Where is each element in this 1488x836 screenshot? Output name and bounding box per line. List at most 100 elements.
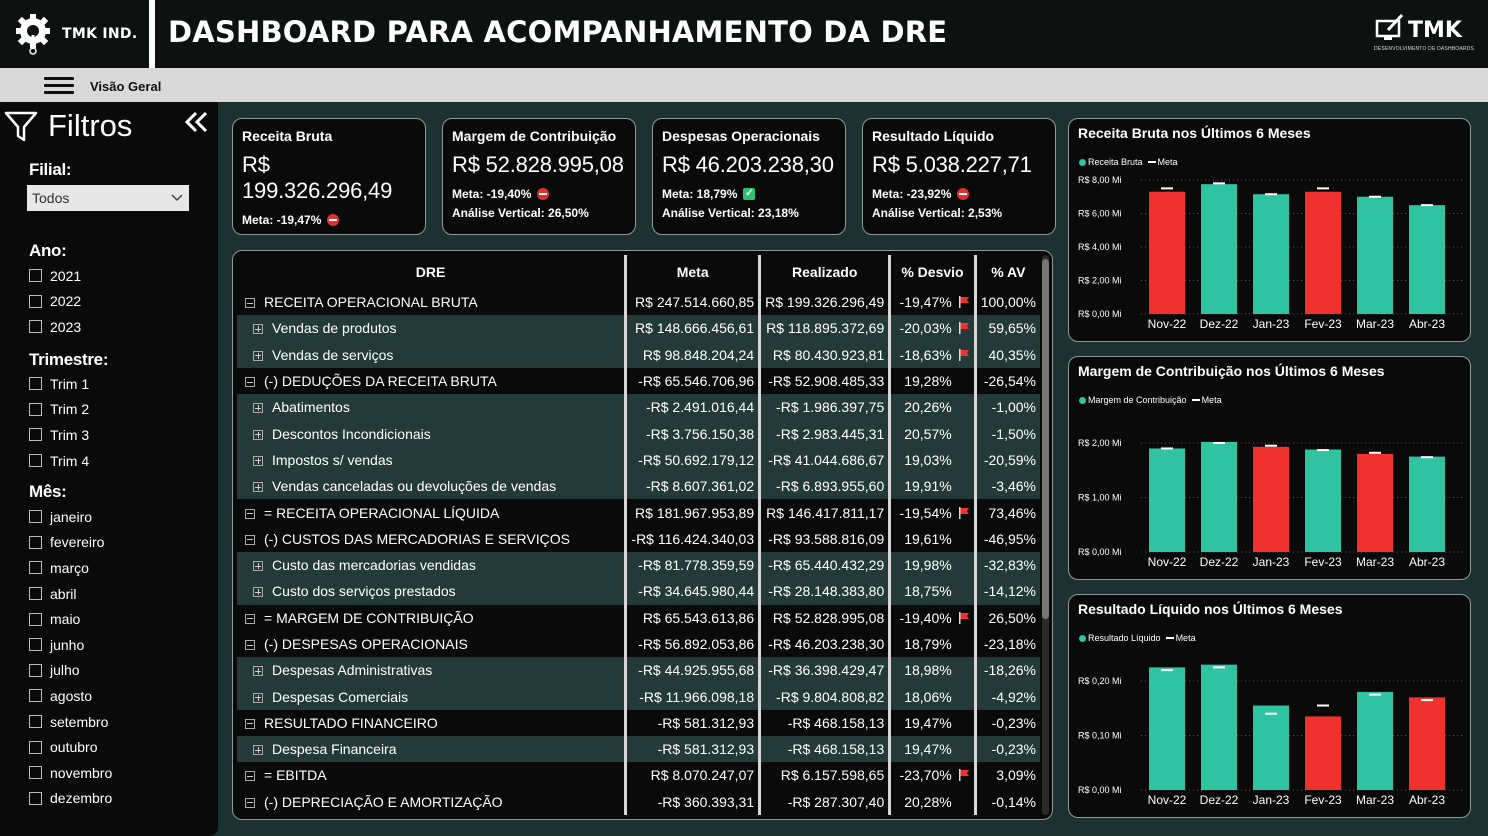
dre-line-cell[interactable]: Descontos Incondicionais [237, 420, 628, 447]
checkbox[interactable] [29, 587, 42, 601]
column-header-meta[interactable]: Meta [625, 255, 762, 289]
collapse-icon[interactable] [245, 718, 255, 729]
expand-icon[interactable] [253, 745, 263, 756]
dre-line-cell[interactable]: = MARGEM DE CONTRIBUIÇÃO [237, 604, 628, 631]
dre-line-cell[interactable]: Vendas canceladas ou devoluções de venda… [237, 473, 628, 500]
table-row[interactable]: RECEITA OPERACIONAL BRUTA R$ 247.514.660,… [237, 289, 1040, 316]
checkbox[interactable] [29, 561, 42, 575]
column-header-realizado[interactable]: Realizado [759, 255, 892, 289]
checkbox[interactable] [29, 689, 42, 703]
trimestre-option[interactable]: Trim 2 [29, 397, 89, 423]
filial-dropdown[interactable]: Todos [27, 185, 189, 211]
mes-option[interactable]: junho [29, 632, 112, 658]
checkbox[interactable] [29, 454, 42, 468]
menu-icon[interactable] [44, 77, 74, 95]
dre-line-cell[interactable]: RESULTADO FINANCEIRO [237, 709, 628, 737]
table-row[interactable]: Vendas de serviços R$ 98.848.204,24 R$ 80.… [237, 341, 1040, 368]
trimestre-option[interactable]: Trim 4 [29, 448, 89, 474]
collapse-icon[interactable] [245, 508, 255, 519]
table-row[interactable]: Custo dos serviços prestados -R$ 34.645.9… [237, 578, 1040, 605]
dre-line-cell[interactable]: RECEITA OPERACIONAL BRUTA [237, 289, 628, 316]
table-row[interactable]: Impostos s/ vendas -R$ 50.692.179,12 -R$ 4… [237, 446, 1040, 474]
table-row[interactable]: Despesas Administrativas -R$ 44.925.955,6… [237, 657, 1040, 684]
ano-option[interactable]: 2023 [29, 314, 81, 340]
table-row[interactable]: = EBITDA R$ 8.070.247,07 R$ 6.157.598,65 -2… [237, 762, 1040, 789]
expand-icon[interactable] [253, 561, 263, 572]
mes-option[interactable]: abril [29, 581, 112, 607]
trimestre-option[interactable]: Trim 3 [29, 422, 89, 448]
dre-line-cell[interactable]: (-) DEDUÇÕES DA RECEITA BRUTA [237, 367, 628, 395]
dre-line-cell[interactable]: Custo das mercadorias vendidas [237, 551, 628, 579]
checkbox[interactable] [29, 269, 42, 283]
mes-option[interactable]: março [29, 555, 112, 581]
dre-line-cell[interactable]: Vendas de serviços [237, 341, 628, 368]
checkbox[interactable] [29, 294, 42, 308]
table-row[interactable]: Vendas de produtos R$ 148.666.456,61 R$ 11… [237, 315, 1040, 342]
checkbox[interactable] [29, 766, 42, 780]
table-row[interactable]: (-) CUSTOS DAS MERCADORIAS E SERVIÇOS -R$… [237, 525, 1040, 552]
table-row[interactable]: Despesa Financeira -R$ 581.312,93 -R$ 468.… [237, 736, 1040, 763]
checkbox[interactable] [29, 377, 42, 391]
table-row[interactable]: = MARGEM DE CONTRIBUIÇÃO R$ 65.543.613,86… [237, 604, 1040, 631]
ano-option[interactable]: 2021 [29, 263, 81, 289]
checkbox[interactable] [29, 663, 42, 677]
expand-icon[interactable] [253, 429, 263, 440]
dre-line-cell[interactable]: Abatimentos [237, 394, 628, 421]
dre-line-cell[interactable]: (-) CUSTOS DAS MERCADORIAS E SERVIÇOS [237, 525, 628, 552]
mes-option[interactable]: maio [29, 606, 112, 632]
dre-line-cell[interactable]: Vendas de produtos [237, 315, 628, 342]
checkbox[interactable] [29, 320, 42, 334]
table-row[interactable]: (-) DEPRECIAÇÃO E AMORTIZAÇÃO -R$ 360.393… [237, 788, 1040, 815]
column-header-dre[interactable]: DRE [237, 255, 628, 289]
checkbox[interactable] [29, 535, 42, 549]
mes-option[interactable]: outubro [29, 734, 112, 760]
expand-icon[interactable] [253, 482, 263, 493]
expand-icon[interactable] [253, 692, 263, 703]
dre-line-cell[interactable]: (-) DESPESAS OPERACIONAIS [237, 630, 628, 658]
checkbox[interactable] [29, 428, 42, 442]
dre-line-cell[interactable]: Custo dos serviços prestados [237, 578, 628, 605]
dre-line-cell[interactable]: Despesas Comerciais [237, 683, 628, 710]
table-row[interactable]: Descontos Incondicionais -R$ 3.756.150,38… [237, 420, 1040, 447]
dre-line-cell[interactable]: = RECEITA OPERACIONAL LÍQUIDA [237, 499, 628, 526]
expand-icon[interactable] [253, 350, 263, 361]
scrollbar-thumb[interactable] [1042, 259, 1049, 619]
expand-icon[interactable] [253, 587, 263, 598]
mes-option[interactable]: agosto [29, 683, 112, 709]
checkbox[interactable] [29, 638, 42, 652]
dre-line-cell[interactable]: Impostos s/ vendas [237, 446, 628, 474]
expand-icon[interactable] [253, 455, 263, 466]
dre-line-cell[interactable]: = EBITDA [237, 762, 628, 789]
checkbox[interactable] [29, 740, 42, 754]
column-header-av[interactable]: % AV [991, 264, 1026, 280]
mes-option[interactable]: setembro [29, 709, 112, 735]
column-header-desvio[interactable]: % Desvio [889, 255, 977, 289]
collapse-icon[interactable] [245, 298, 255, 309]
trimestre-option[interactable]: Trim 1 [29, 371, 89, 397]
table-row[interactable]: Despesas Comerciais -R$ 11.966.098,18 -R$ … [237, 683, 1040, 710]
mes-option[interactable]: novembro [29, 760, 112, 786]
collapse-icon[interactable] [245, 534, 255, 545]
collapse-icon[interactable] [245, 797, 255, 808]
collapse-icon[interactable] [245, 613, 255, 624]
table-row[interactable]: Vendas canceladas ou devoluções de venda… [237, 473, 1040, 500]
expand-icon[interactable] [253, 324, 263, 335]
checkbox[interactable] [29, 510, 42, 524]
table-row[interactable]: RESULTADO FINANCEIRO -R$ 581.312,93 -R$ 46… [237, 709, 1040, 737]
mes-option[interactable]: janeiro [29, 504, 112, 530]
mes-option[interactable]: dezembro [29, 786, 112, 812]
table-row[interactable]: Abatimentos -R$ 2.491.016,44 -R$ 1.986.397… [237, 394, 1040, 421]
ano-option[interactable]: 2022 [29, 289, 81, 315]
dre-line-cell[interactable]: Despesa Financeira [237, 736, 628, 763]
checkbox[interactable] [29, 402, 42, 416]
dre-line-cell[interactable]: (-) DEPRECIAÇÃO E AMORTIZAÇÃO [237, 788, 628, 815]
checkbox[interactable] [29, 791, 42, 805]
expand-icon[interactable] [253, 403, 263, 414]
mes-option[interactable]: fevereiro [29, 530, 112, 556]
dre-line-cell[interactable]: Despesas Administrativas [237, 657, 628, 684]
expand-icon[interactable] [253, 666, 263, 677]
nav-page-label[interactable]: Visão Geral [90, 79, 162, 94]
checkbox[interactable] [29, 715, 42, 729]
table-row[interactable]: = RECEITA OPERACIONAL LÍQUIDA R$ 181.967.… [237, 499, 1040, 526]
checkbox[interactable] [29, 612, 42, 626]
